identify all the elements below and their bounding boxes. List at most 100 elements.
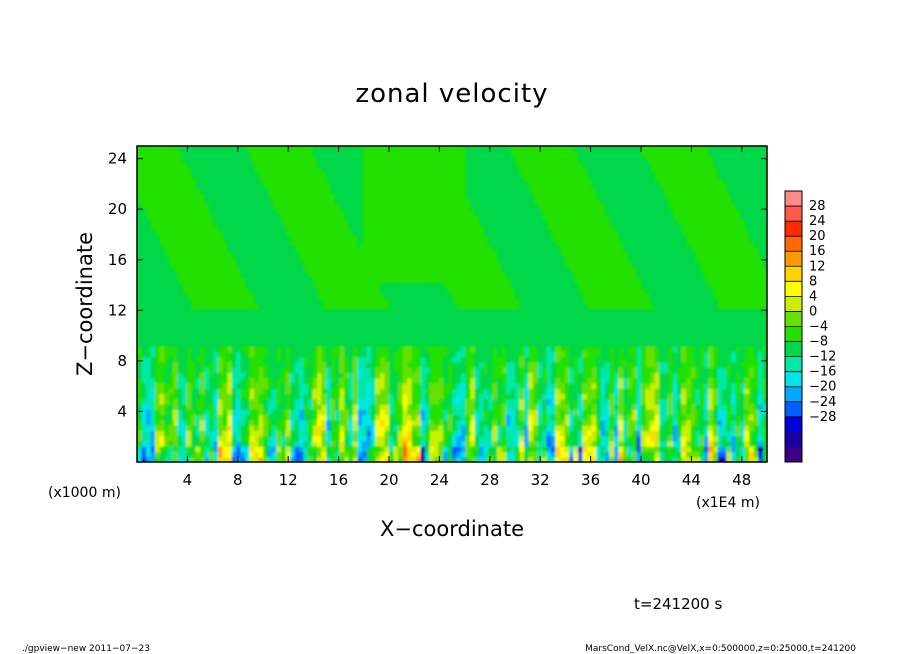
heatmap-cell [744,425,750,431]
heatmap-cell [474,356,480,363]
heatmap-cell [317,319,323,326]
heatmap-cell [204,393,210,400]
heatmap-cell [519,451,525,458]
heatmap-cell [155,319,161,326]
heatmap-cell [186,340,192,347]
heatmap-cell [438,388,444,395]
heatmap-cell [380,398,386,405]
heatmap-cell [546,246,552,252]
heatmap-cell [668,309,674,316]
heatmap-cell [722,409,728,416]
heatmap-cell [717,393,723,400]
heatmap-cell [258,314,264,321]
heatmap-cell [713,330,719,337]
heatmap-cell [146,404,152,410]
heatmap-cell [627,203,633,210]
heatmap-cell [236,235,242,242]
heatmap-cell [591,404,597,410]
heatmap-cell [254,172,260,179]
heatmap-cell [299,282,305,289]
heatmap-cell [258,277,264,284]
heatmap-cell [515,383,521,389]
heatmap-cell [645,225,651,231]
heatmap-cell [708,304,714,310]
heatmap-cell [294,325,300,331]
heatmap-cell [425,361,431,368]
heatmap-cell [240,351,246,358]
heatmap-cell [330,167,336,173]
heatmap-cell [483,404,489,410]
heatmap-cell [245,198,251,205]
heatmap-cell [195,372,201,379]
heatmap-cell [177,288,183,295]
heatmap-cell [344,335,350,342]
heatmap-cell [146,335,152,342]
heatmap-cell [510,377,516,384]
heatmap-cell [717,367,723,374]
heatmap-cell [366,361,372,368]
heatmap-cell [695,293,701,300]
heatmap-cell [488,325,494,331]
heatmap-cell [641,398,647,405]
heatmap-cell [636,314,642,321]
heatmap-cell [528,298,534,305]
heatmap-cell [708,340,714,347]
heatmap-cell [560,430,566,437]
heatmap-cell [758,414,764,421]
heatmap-cell [519,214,525,221]
heatmap-cell [587,451,593,458]
heatmap-cell [195,440,201,447]
heatmap-cell [317,435,323,442]
heatmap-cell [380,319,386,326]
heatmap-cell [362,372,368,379]
heatmap-cell [497,398,503,405]
heatmap-cell [537,314,543,321]
heatmap-cell [632,319,638,326]
heatmap-cell [587,325,593,331]
heatmap-cell [560,267,566,273]
heatmap-cell [326,314,332,321]
heatmap-cell [668,293,674,300]
heatmap-cell [299,319,305,326]
heatmap-cell [704,451,710,458]
heatmap-cell [524,398,530,405]
heatmap-cell [600,340,606,347]
heatmap-cell [488,319,494,326]
heatmap-cell [744,419,750,426]
heatmap-cell [384,330,390,337]
heatmap-cell [596,335,602,342]
heatmap-cell [344,172,350,179]
heatmap-cell [659,235,665,242]
heatmap-cell [375,330,381,337]
heatmap-cell [699,425,705,431]
heatmap-cell [726,393,732,400]
heatmap-cell [344,372,350,379]
heatmap-cell [605,203,611,210]
heatmap-cell [213,456,219,462]
heatmap-cell [281,330,287,337]
heatmap-cell [186,304,192,310]
heatmap-cell [281,277,287,284]
heatmap-cell [726,188,732,194]
heatmap-cell [542,325,548,331]
heatmap-cell [506,361,512,368]
heatmap-cell [618,225,624,231]
heatmap-cell [200,309,206,316]
heatmap-cell [249,446,255,453]
heatmap-cell [524,330,530,337]
heatmap-cell [240,377,246,384]
heatmap-cell [164,282,170,289]
heatmap-cell [681,293,687,300]
heatmap-cell [587,335,593,342]
heatmap-cell [695,325,701,331]
heatmap-cell [330,414,336,421]
heatmap-cell [240,456,246,462]
heatmap-cell [582,451,588,458]
heatmap-cell [209,346,215,352]
heatmap-cell [506,451,512,458]
heatmap-cell [141,298,147,305]
heatmap-cell [501,246,507,252]
heatmap-cell [204,419,210,426]
heatmap-cell [443,367,449,374]
heatmap-cell [438,393,444,400]
